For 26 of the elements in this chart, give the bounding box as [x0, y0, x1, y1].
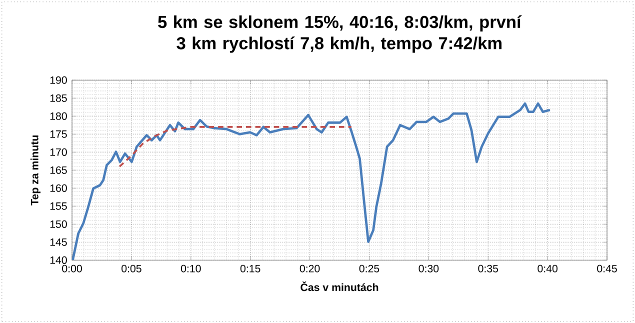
y-tick-label: 170 [50, 148, 67, 156]
x-tick-label: 0:05 [122, 264, 142, 272]
x-tick-label: 0:15 [240, 264, 260, 272]
y-tick-label: 190 [50, 76, 67, 84]
y-tick-label: 180 [50, 112, 67, 120]
x-tick-label: 0:25 [359, 264, 380, 272]
y-tick-label: 165 [50, 166, 67, 174]
y-tick-label: 140 [50, 256, 67, 264]
x-tick-label: 0:40 [538, 264, 558, 272]
y-tick-label: 160 [50, 184, 67, 192]
x-tick-label: 0:10 [180, 264, 201, 272]
y-axis-title: Tep za minutu [30, 135, 40, 206]
chart-title: 5 km se sklonem 15%, 40:16, 8:03/km, první 3 km rychlostí 7,8 km/h, tempo 7:42/km [158, 15, 522, 53]
y-tick-label: 185 [50, 94, 67, 102]
line-series [72, 102, 552, 260]
line-series [118, 126, 352, 168]
x-tick-label: 0:30 [418, 264, 439, 272]
x-tick-label: 0:35 [478, 264, 498, 272]
y-tick-label: 155 [50, 202, 67, 210]
x-tick-label: 0:20 [300, 264, 320, 272]
y-tick-label: 150 [50, 220, 67, 228]
y-tick-label: 145 [50, 238, 67, 246]
x-axis-title: Čas v minutách [300, 281, 378, 292]
y-tick-label: 175 [50, 130, 67, 138]
x-tick-label: 0:45 [597, 264, 617, 272]
x-tick-label: 0:00 [62, 264, 82, 272]
